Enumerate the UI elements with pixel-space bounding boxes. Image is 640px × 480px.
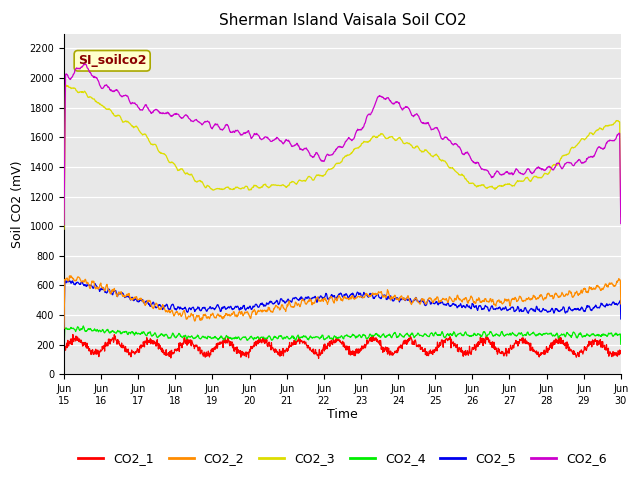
X-axis label: Time: Time <box>327 408 358 421</box>
Title: Sherman Island Vaisala Soil CO2: Sherman Island Vaisala Soil CO2 <box>219 13 466 28</box>
Text: SI_soilco2: SI_soilco2 <box>78 54 147 67</box>
Legend: CO2_1, CO2_2, CO2_3, CO2_4, CO2_5, CO2_6: CO2_1, CO2_2, CO2_3, CO2_4, CO2_5, CO2_6 <box>73 447 612 470</box>
Y-axis label: Soil CO2 (mV): Soil CO2 (mV) <box>11 160 24 248</box>
